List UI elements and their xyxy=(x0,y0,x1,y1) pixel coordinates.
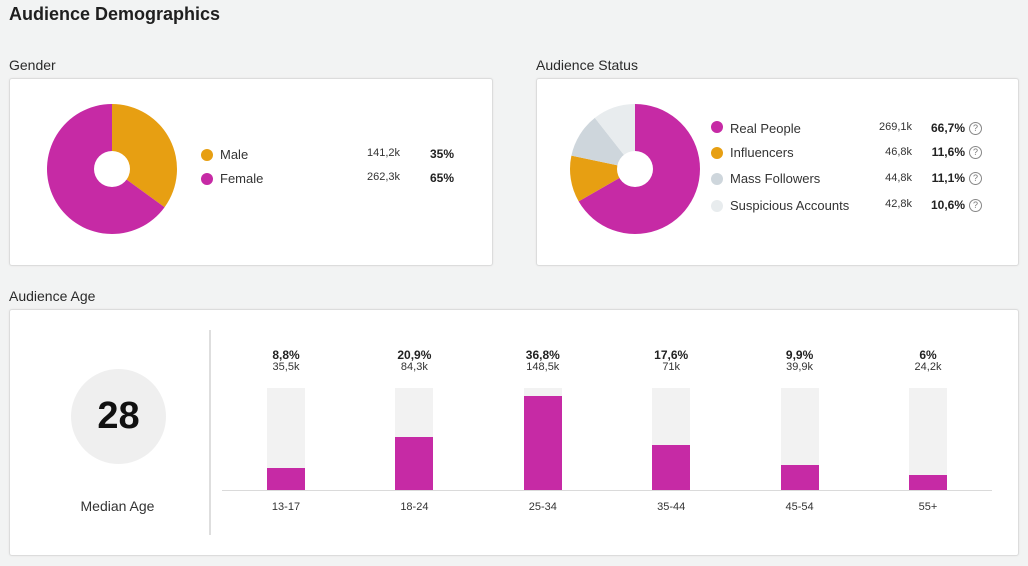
gender-female-count: 262,3k xyxy=(366,171,400,183)
age-section-label: Audience Age xyxy=(9,288,96,304)
status-slice-mass-followers[interactable] xyxy=(571,117,635,169)
status-real-people-count: 269,1k xyxy=(878,121,912,133)
median-age-circle: 28 xyxy=(71,369,166,464)
gender-male-dot xyxy=(201,149,213,161)
age-bar-pct-label: 20,9% xyxy=(397,348,432,362)
status-mass-followers-dot xyxy=(711,173,723,185)
help-icon[interactable]: ? xyxy=(969,122,982,135)
age-card: 28 Median Age 8,8% 35,5k 13-17 20,9% 84,3k 18… xyxy=(9,309,1019,556)
age-bar-category-label: 35-44 xyxy=(657,501,686,513)
age-bar-count-label: 71k xyxy=(662,361,681,373)
age-bar-category-label: 25-34 xyxy=(528,501,557,513)
age-axis-line xyxy=(222,490,992,491)
gender-female-pct: 65% xyxy=(429,171,454,185)
age-bar-category-label: 55+ xyxy=(918,501,938,513)
gender-female-dot xyxy=(201,173,213,185)
age-bar-track xyxy=(652,388,691,490)
status-influencers-count: 46,8k xyxy=(885,146,912,158)
age-bar-pct-label: 6% xyxy=(919,348,937,362)
status-mass-followers-label: Mass Followers xyxy=(730,171,821,186)
age-bar-count-label: 35,5k xyxy=(272,361,300,373)
gender-section-label: Gender xyxy=(9,57,56,73)
status-section-label: Audience Status xyxy=(536,57,638,73)
status-mass-followers-pct: 11,1% xyxy=(931,171,965,185)
age-bar[interactable] xyxy=(652,445,691,490)
age-bar-count-label: 148,5k xyxy=(526,361,560,373)
age-bar-track xyxy=(395,388,434,490)
status-mass-followers-count: 44,8k xyxy=(885,172,912,184)
age-divider xyxy=(209,330,211,535)
status-influencers-label: Influencers xyxy=(730,145,794,160)
age-bar-count-label: 24,2k xyxy=(914,361,942,373)
age-bar-count-label: 84,3k xyxy=(400,361,428,373)
status-influencers-dot xyxy=(711,147,723,159)
age-bar-pct-label: 17,6% xyxy=(654,348,689,362)
status-influencers-pct: 11,6% xyxy=(931,145,965,159)
help-icon[interactable]: ? xyxy=(969,146,982,159)
age-bar-pct-label: 36,8% xyxy=(525,348,560,362)
page-title: Audience Demographics xyxy=(9,4,221,24)
gender-male-count: 141,2k xyxy=(366,147,400,159)
age-bar-pct-label: 8,8% xyxy=(272,348,300,362)
help-icon[interactable]: ? xyxy=(969,172,982,185)
gender-male-pct: 35% xyxy=(429,147,454,161)
status-suspicious-dot xyxy=(711,200,723,212)
status-pie-hole xyxy=(617,151,653,187)
gender-male-label: Male xyxy=(220,147,249,162)
age-bar[interactable] xyxy=(523,396,562,490)
age-bar[interactable] xyxy=(909,475,947,490)
status-pie-chart xyxy=(570,104,700,234)
age-bar[interactable] xyxy=(395,437,434,490)
age-bar-category-label: 18-24 xyxy=(400,501,429,513)
age-bar-category-label: 45-54 xyxy=(785,501,814,513)
help-icon[interactable]: ? xyxy=(969,199,982,212)
status-card: Real People 269,1k 66,7% ? Influencers 4… xyxy=(536,78,1019,266)
age-bar[interactable] xyxy=(267,468,305,490)
age-bar[interactable] xyxy=(780,465,819,490)
gender-pie-chart xyxy=(46,104,177,234)
median-age-label: Median Age xyxy=(80,498,155,514)
status-real-people-label: Real People xyxy=(730,121,801,136)
age-bar-track xyxy=(267,388,305,490)
age-bar-track xyxy=(909,388,947,490)
age-bar-category-label: 13-17 xyxy=(271,501,301,513)
status-slice-suspicious-accounts[interactable] xyxy=(594,104,635,169)
age-bar-track xyxy=(523,388,562,490)
age-bar-track xyxy=(780,388,819,490)
status-suspicious-count: 42,8k xyxy=(885,198,912,210)
status-suspicious-pct: 10,6% xyxy=(930,198,965,212)
gender-female-label: Female xyxy=(220,171,264,186)
gender-card: Male 141,2k 35% Female 262,3k 65% xyxy=(9,78,493,266)
status-real-people-dot xyxy=(711,121,723,133)
age-bar-pct-label: 9,9% xyxy=(785,348,814,362)
status-suspicious-label: Suspicious Accounts xyxy=(730,198,850,213)
gender-pie-hole xyxy=(94,151,130,187)
gender-slice-male[interactable] xyxy=(112,104,177,208)
status-real-people-pct: 66,7% xyxy=(930,121,965,135)
age-bar-count-label: 39,9k xyxy=(786,361,814,373)
